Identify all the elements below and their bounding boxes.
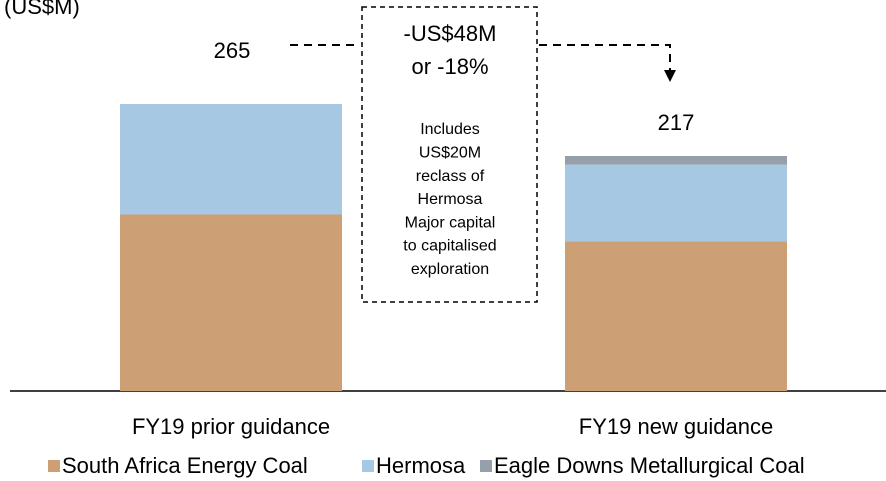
total-label: 217 xyxy=(658,110,695,135)
bar-segment xyxy=(565,164,787,242)
bar-segment xyxy=(565,155,787,165)
legend-swatch xyxy=(48,460,60,472)
bar-segment xyxy=(120,104,342,215)
legend-label: South Africa Energy Coal xyxy=(62,453,308,478)
change-connector xyxy=(290,44,671,72)
note-label: US$20M xyxy=(419,145,481,162)
legend-label: Hermosa xyxy=(376,453,466,478)
x-tick-label: FY19 new guidance xyxy=(579,414,773,439)
note-label: exploration xyxy=(411,261,489,278)
legend-swatch xyxy=(480,460,492,472)
note-label: Hermosa xyxy=(418,191,483,208)
legend-label: Eagle Downs Metallurgical Coal xyxy=(494,453,805,478)
y-axis-label: (US$M) xyxy=(4,0,80,19)
note-label: Includes xyxy=(420,121,480,138)
change-label: or -18% xyxy=(411,54,488,79)
note-label: to capitalised xyxy=(403,238,496,255)
legend-swatch xyxy=(362,460,374,472)
note-label: Major capital xyxy=(405,214,496,231)
bar-segment xyxy=(120,214,342,391)
x-tick-label: FY19 prior guidance xyxy=(132,414,330,439)
change-label: -US$48M xyxy=(404,21,497,46)
note-label: reclass of xyxy=(416,168,485,185)
annotation-box xyxy=(361,6,538,303)
total-label: 265 xyxy=(214,38,251,63)
bar-segment xyxy=(565,241,787,391)
arrow-head xyxy=(664,70,676,82)
